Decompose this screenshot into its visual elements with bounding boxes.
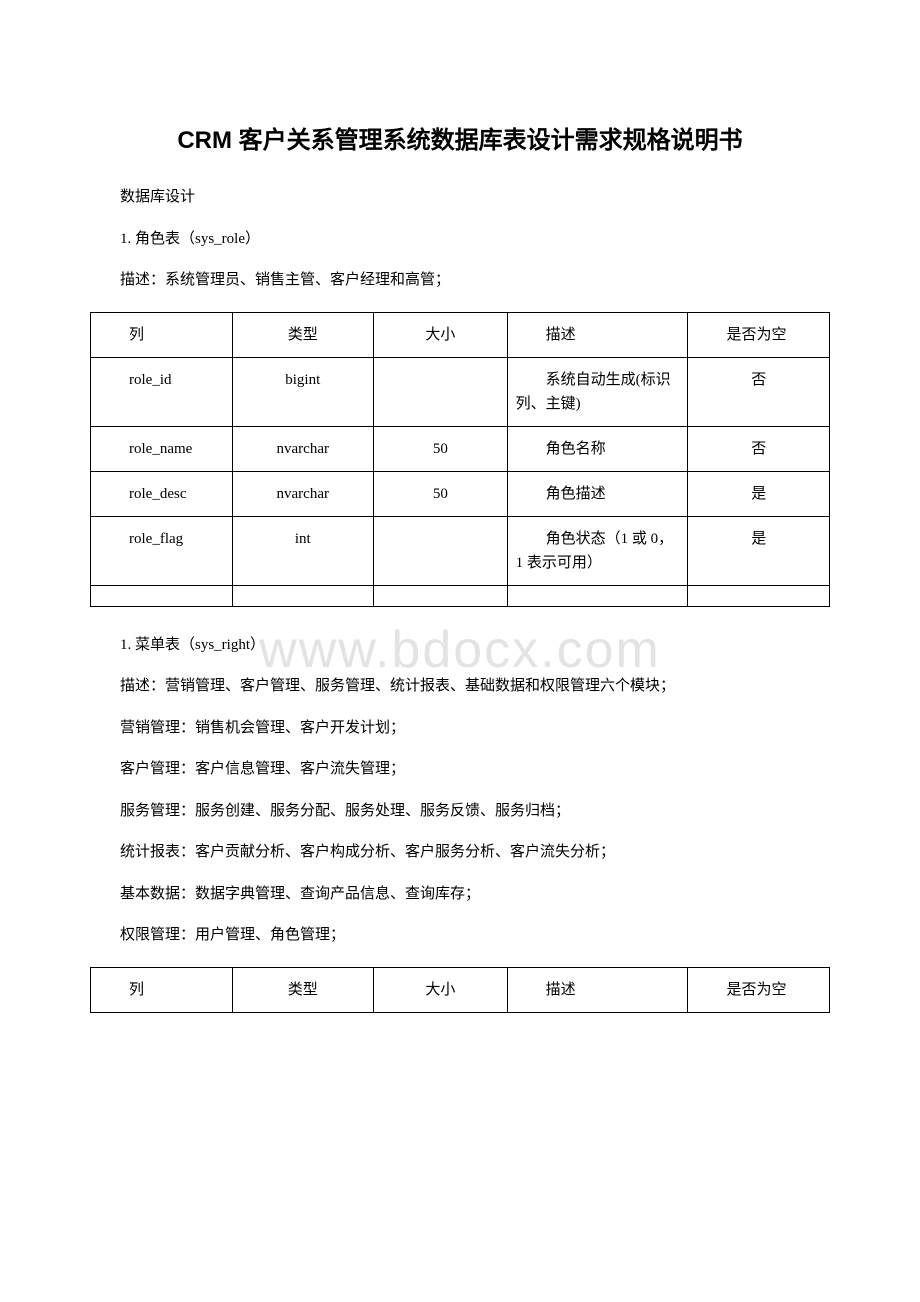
td-desc: 系统自动生成(标识列、主键) — [507, 357, 688, 426]
page-title: CRM 客户关系管理系统数据库表设计需求规格说明书 — [90, 120, 830, 155]
td-col: role_id — [91, 357, 233, 426]
table-row: role_flag int 角色状态（1 或 0，1 表示可用） 是 — [91, 516, 830, 585]
td-nullable: 是 — [688, 471, 830, 516]
td-type: nvarchar — [232, 471, 374, 516]
td-col: role_desc — [91, 471, 233, 516]
table-row: role_id bigint 系统自动生成(标识列、主键) 否 — [91, 357, 830, 426]
table-sys-role: 列 类型 大小 描述 是否为空 role_id bigint 系统自动生成(标识… — [90, 312, 830, 607]
th-size: 大小 — [374, 967, 508, 1012]
td-desc: 角色状态（1 或 0，1 表示可用） — [507, 516, 688, 585]
td-nullable — [688, 585, 830, 606]
td-desc: 角色描述 — [507, 471, 688, 516]
td-size — [374, 585, 508, 606]
table1-number: 1. 角色表（sys_role） — [90, 221, 830, 259]
th-desc: 描述 — [507, 312, 688, 357]
td-type — [232, 585, 374, 606]
table-row: role_name nvarchar 50 角色名称 否 — [91, 426, 830, 471]
section2-line5: 基本数据：数据字典管理、查询产品信息、查询库存； — [90, 876, 830, 914]
th-size: 大小 — [374, 312, 508, 357]
table-header-row: 列 类型 大小 描述 是否为空 — [91, 967, 830, 1012]
section2-line6: 权限管理：用户管理、角色管理； — [90, 917, 830, 955]
th-col: 列 — [91, 967, 233, 1012]
table1-desc: 描述：系统管理员、销售主管、客户经理和高管； — [90, 262, 830, 300]
th-nullable: 是否为空 — [688, 312, 830, 357]
td-desc — [507, 585, 688, 606]
td-type: bigint — [232, 357, 374, 426]
td-col: role_name — [91, 426, 233, 471]
td-desc: 角色名称 — [507, 426, 688, 471]
td-type: nvarchar — [232, 426, 374, 471]
td-col: role_flag — [91, 516, 233, 585]
table-row — [91, 585, 830, 606]
td-nullable: 是 — [688, 516, 830, 585]
th-nullable: 是否为空 — [688, 967, 830, 1012]
th-type: 类型 — [232, 312, 374, 357]
table-row: role_desc nvarchar 50 角色描述 是 — [91, 471, 830, 516]
td-nullable: 否 — [688, 357, 830, 426]
table-sys-right: 列 类型 大小 描述 是否为空 — [90, 967, 830, 1013]
section2-line0: 描述：营销管理、客户管理、服务管理、统计报表、基础数据和权限管理六个模块； — [90, 668, 830, 706]
section2-line1: 营销管理：销售机会管理、客户开发计划； — [90, 710, 830, 748]
td-type: int — [232, 516, 374, 585]
th-desc: 描述 — [507, 967, 688, 1012]
td-size — [374, 357, 508, 426]
th-col: 列 — [91, 312, 233, 357]
table-header-row: 列 类型 大小 描述 是否为空 — [91, 312, 830, 357]
section1-heading: 数据库设计 — [90, 179, 830, 217]
td-col — [91, 585, 233, 606]
document-content: CRM 客户关系管理系统数据库表设计需求规格说明书 数据库设计 1. 角色表（s… — [90, 120, 830, 1013]
section2-line2: 客户管理：客户信息管理、客户流失管理； — [90, 751, 830, 789]
td-size: 50 — [374, 471, 508, 516]
section2-line4: 统计报表：客户贡献分析、客户构成分析、客户服务分析、客户流失分析； — [90, 834, 830, 872]
table2-number: 1. 菜单表（sys_right） — [90, 627, 830, 665]
td-nullable: 否 — [688, 426, 830, 471]
td-size: 50 — [374, 426, 508, 471]
th-type: 类型 — [232, 967, 374, 1012]
section2-line3: 服务管理：服务创建、服务分配、服务处理、服务反馈、服务归档； — [90, 793, 830, 831]
td-size — [374, 516, 508, 585]
